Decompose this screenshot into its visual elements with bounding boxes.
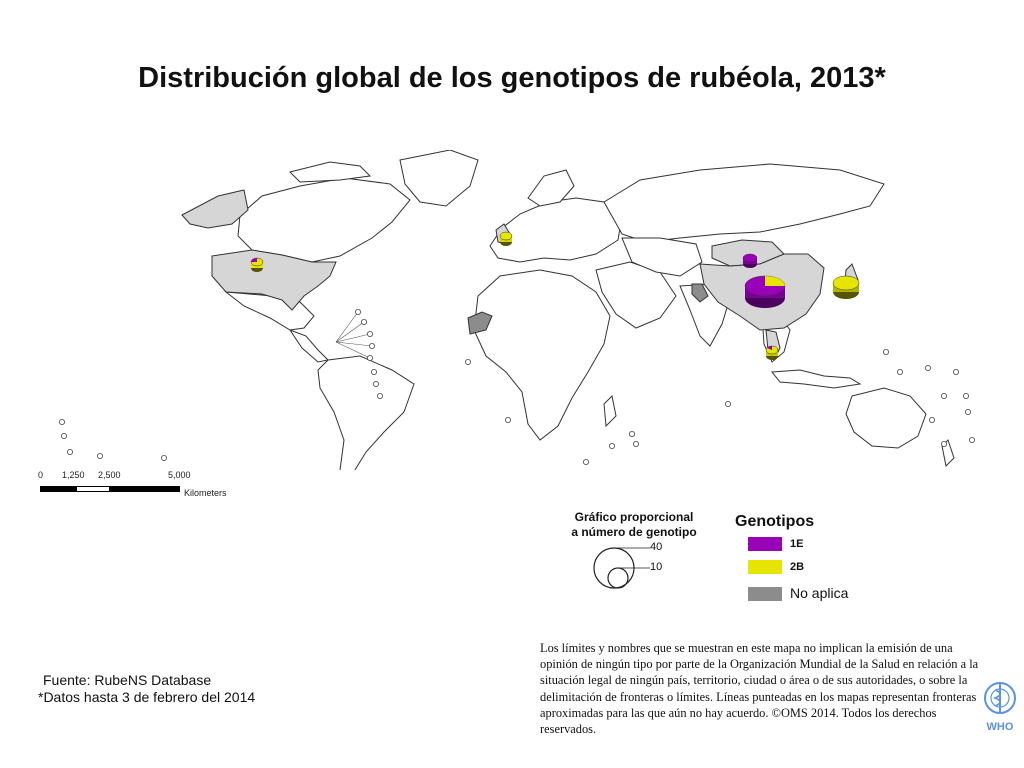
south-america	[317, 355, 415, 470]
proportional-value-small: 10	[650, 561, 663, 573]
legend-swatch-not-applicable	[748, 587, 782, 601]
country-usa	[211, 249, 337, 311]
scandinavia	[527, 169, 575, 207]
not-applicable-areas	[467, 283, 709, 335]
legend-swatch-2b	[748, 560, 782, 574]
legend-label-not-applicable: No aplica	[790, 585, 849, 601]
scale-bar: 0 1,250 2,500 5,000 Kilometers	[36, 470, 276, 510]
data-date-line: *Datos hasta 3 de febrero del 2014	[38, 689, 256, 705]
kashmir-region	[691, 283, 709, 303]
pie-usa	[250, 257, 264, 272]
africa	[473, 269, 611, 441]
country-alaska	[181, 189, 249, 229]
scale-tick-0: 0	[38, 470, 44, 480]
scale-segment-2	[76, 486, 110, 492]
scale-segment-3	[110, 486, 180, 492]
country-canada	[237, 177, 411, 263]
pie-uk	[499, 231, 513, 246]
legend-label-1e: 1E	[790, 538, 804, 550]
pie-mongolia	[742, 253, 758, 268]
legend-swatch-1e	[748, 537, 782, 551]
proportional-value-large: 40	[650, 541, 663, 553]
pie-japan	[832, 275, 860, 299]
pie-thailand	[765, 345, 779, 360]
source-note: Fuente: RubeNS Database *Datos hasta 3 d…	[38, 672, 255, 706]
world-map	[59, 150, 976, 470]
country-russia	[603, 163, 885, 243]
western-sahara	[467, 311, 493, 335]
proportional-legend-line2: a número de genotipo	[571, 525, 697, 539]
scale-unit: Kilometers	[184, 488, 227, 498]
greenland	[399, 150, 479, 207]
page-title: Distribución global de los genotipos de …	[138, 62, 886, 94]
legend-title: Genotipos	[735, 513, 815, 530]
indonesia	[771, 369, 862, 389]
proportional-circles	[593, 547, 650, 589]
scale-tick-2: 2,500	[98, 470, 121, 480]
pie-china	[744, 275, 786, 308]
arctic-islands	[289, 161, 372, 183]
caribbean-callouts	[335, 311, 373, 359]
europe	[489, 197, 623, 263]
disclaimer: Los límites y nombres que se muestran en…	[540, 641, 979, 737]
australia	[845, 387, 927, 449]
who-logo-text: WHO	[987, 721, 1014, 733]
small-islands	[59, 308, 976, 465]
who-logo: WHO	[984, 682, 1016, 733]
source-line: Fuente: RubeNS Database	[43, 672, 212, 688]
central-asia	[621, 237, 703, 277]
scale-tick-3: 5,000	[168, 470, 191, 480]
central-america	[288, 328, 330, 363]
proportional-legend-line1: Gráfico proporcional	[574, 510, 694, 524]
scale-segment-1	[40, 486, 76, 492]
legend-label-2b: 2B	[790, 561, 805, 573]
land-white	[224, 150, 955, 470]
proportional-legend-title: Gráfico proporcional a número de genotip…	[548, 510, 720, 540]
scale-tick-1: 1,250	[62, 470, 85, 480]
madagascar	[603, 394, 617, 428]
